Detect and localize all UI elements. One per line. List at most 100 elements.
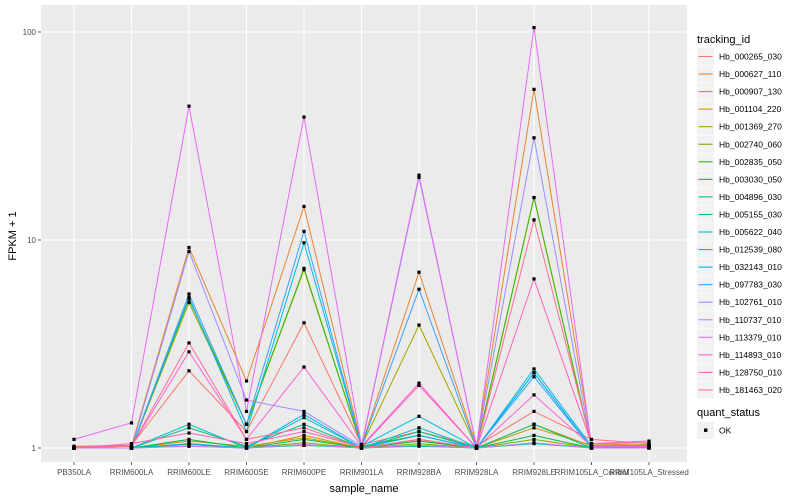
data-point <box>647 444 651 448</box>
data-point <box>187 341 191 345</box>
data-point <box>187 426 191 430</box>
legend-items: Hb_000265_030 Hb_000627_110 Hb_000907_130 H… <box>697 48 782 399</box>
y-axis: 1 10 100 <box>23 28 41 453</box>
data-point <box>302 416 306 420</box>
data-point <box>302 437 306 441</box>
legend-label: Hb_000265_030 <box>719 52 782 62</box>
legend-label: Hb_002835_050 <box>719 157 782 167</box>
plot-panel <box>41 5 687 462</box>
data-point <box>187 245 191 250</box>
data-point <box>129 446 134 450</box>
x-tick-label: RRIM600PE <box>282 468 326 477</box>
shape-legend-title: quant_status <box>697 407 760 419</box>
data-point <box>589 444 594 448</box>
data-point <box>532 433 536 437</box>
legend-label: Hb_004896_030 <box>719 192 782 202</box>
legend-label: Hb_113379_010 <box>719 332 782 342</box>
data-point <box>417 175 421 179</box>
data-point <box>647 441 651 445</box>
data-point <box>244 444 249 448</box>
legend-label: Hb_032143_010 <box>719 262 782 272</box>
data-point <box>417 426 421 430</box>
data-point <box>244 398 249 402</box>
minor-gridlines <box>41 135 687 345</box>
data-point <box>417 323 421 327</box>
data-point <box>474 444 479 448</box>
data-point <box>244 379 249 383</box>
x-axis-title: sample_name <box>329 483 398 495</box>
legend-label: Hb_181463_020 <box>719 385 782 395</box>
legend-label: Hb_003030_050 <box>719 174 782 184</box>
data-point <box>532 371 536 375</box>
data-point <box>417 443 421 447</box>
data-point <box>187 249 191 254</box>
data-point <box>359 446 364 450</box>
data-point <box>302 429 306 434</box>
data-point <box>532 195 536 200</box>
data-point <box>589 446 594 450</box>
legend-label: Hb_097783_030 <box>719 280 782 290</box>
data-point <box>532 367 536 371</box>
data-point <box>417 287 421 291</box>
legend-title: tracking_id <box>697 34 750 46</box>
legend-label: Hb_001369_270 <box>719 122 782 132</box>
data-point <box>187 350 191 354</box>
data-point <box>532 422 536 426</box>
x-axis: PB350LA RRIM600LA RRIM600LE RRIM600SE RRIM60… <box>57 462 689 477</box>
data-point <box>417 439 421 443</box>
data-point <box>417 270 421 274</box>
data-point <box>187 297 191 301</box>
legend: tracking_id Hb_000265_030Hb_000627_110Hb… <box>697 34 782 439</box>
data-point <box>302 433 306 437</box>
legend-label: Hb_000627_110 <box>719 69 782 79</box>
data-point <box>302 321 306 325</box>
data-point <box>187 369 191 373</box>
data-point <box>532 393 536 397</box>
data-point <box>187 422 191 426</box>
x-tick-label: RRIM600SE <box>224 468 268 477</box>
data-point <box>187 441 191 446</box>
data-point <box>532 375 536 379</box>
data-point <box>417 441 421 446</box>
data-point <box>302 266 306 271</box>
x-tick-label: PB350LA <box>57 468 91 477</box>
data-point <box>532 25 536 30</box>
data-point <box>302 115 306 119</box>
data-point <box>417 429 421 434</box>
legend-label: Hb_002740_060 <box>719 139 782 149</box>
data-point <box>129 444 134 448</box>
data-point <box>244 437 249 441</box>
data-point <box>187 444 191 448</box>
x-tick-label: RRIM600LE <box>167 468 211 477</box>
data-point <box>532 437 536 441</box>
data-point <box>647 439 651 443</box>
data-point <box>187 439 191 443</box>
data-point <box>417 381 421 385</box>
y-axis-title: FPKM + 1 <box>7 211 19 260</box>
x-tick-label: RRIM928LA <box>455 468 499 477</box>
data-point <box>302 412 306 417</box>
legend-label: Hb_128750_010 <box>719 367 782 377</box>
data-point <box>302 409 306 413</box>
data-point <box>187 301 191 305</box>
data-point <box>129 441 134 446</box>
data-point <box>302 441 306 445</box>
data-point <box>302 204 306 209</box>
legend-label: Hb_000907_130 <box>719 87 782 97</box>
data-point <box>417 383 421 387</box>
legend-label: Hb_114893_010 <box>719 350 782 360</box>
data-point <box>589 437 594 441</box>
data-point <box>647 446 651 450</box>
data-point <box>532 87 536 91</box>
data-point <box>72 446 76 450</box>
x-tick-label: RRIM600LA <box>110 468 154 477</box>
data-point <box>532 218 536 222</box>
x-tick-label: RRIM928BA <box>397 468 442 477</box>
data-point <box>302 422 306 426</box>
legend-label: Hb_012539_080 <box>719 245 782 255</box>
data-point <box>302 426 306 430</box>
data-point <box>244 422 249 426</box>
data-point <box>244 409 249 413</box>
legend-label: Hb_001104_220 <box>719 104 782 114</box>
data-point <box>302 241 306 245</box>
